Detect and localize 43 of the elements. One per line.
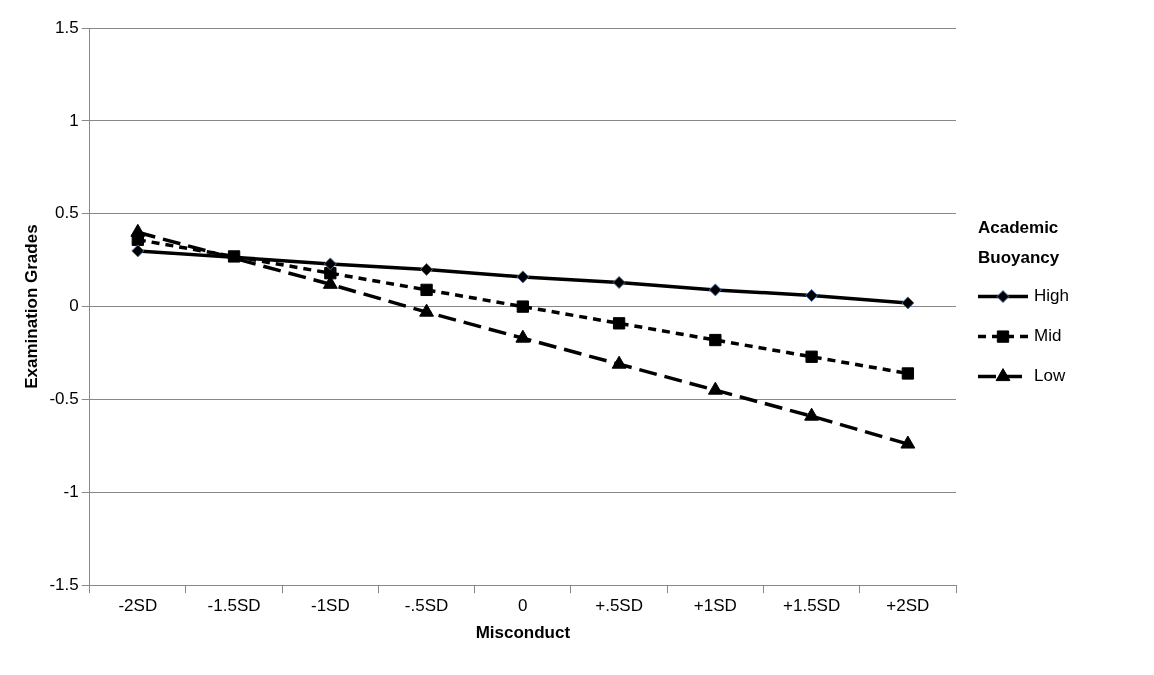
legend-label: High: [1034, 286, 1069, 306]
y-tick-label: -1: [63, 482, 79, 502]
legend-label: Low: [1034, 366, 1066, 386]
x-tick-label: +.5SD: [595, 596, 643, 616]
y-tick-label: -1.5: [49, 574, 79, 594]
point: [419, 303, 435, 317]
point: [901, 296, 915, 310]
x-tick-label: -2SD: [118, 596, 158, 616]
x-tick-label: +1SD: [693, 596, 737, 616]
x-tick-label: +1.5SD: [783, 596, 841, 616]
point: [805, 288, 819, 302]
point: [131, 233, 144, 246]
point: [707, 381, 723, 395]
point: [323, 257, 337, 271]
y-tick-label: 0: [69, 296, 79, 316]
point: [611, 355, 627, 369]
point: [131, 244, 145, 258]
point: [804, 407, 820, 421]
legend-title: Academic Buoyancy: [978, 218, 1060, 268]
point: [901, 367, 915, 380]
legend-label: Mid: [1034, 326, 1062, 346]
y-axis-title: Examination Grades: [21, 224, 41, 389]
point: [900, 435, 916, 449]
x-tick-label: -1.5SD: [207, 596, 261, 616]
x-tick-label: +2SD: [886, 596, 930, 616]
x-tick-label: -1SD: [310, 596, 350, 616]
point: [805, 350, 818, 363]
point: [420, 262, 434, 276]
point: [420, 283, 433, 297]
x-axis-title: Misconduct: [475, 623, 571, 643]
y-tick-label: 0.5: [55, 203, 79, 223]
point: [516, 270, 530, 284]
point: [612, 275, 626, 289]
y-tick-label: -0.5: [49, 389, 79, 409]
x-tick-label: -.5SD: [404, 596, 449, 616]
point: [612, 317, 626, 330]
point: [516, 300, 529, 313]
point: [709, 333, 722, 347]
y-tick-label: 1: [69, 110, 79, 130]
point: [515, 329, 531, 343]
y-tick-label: 1.5: [55, 17, 79, 37]
point: [708, 283, 722, 297]
x-tick-label: 0: [518, 596, 528, 616]
